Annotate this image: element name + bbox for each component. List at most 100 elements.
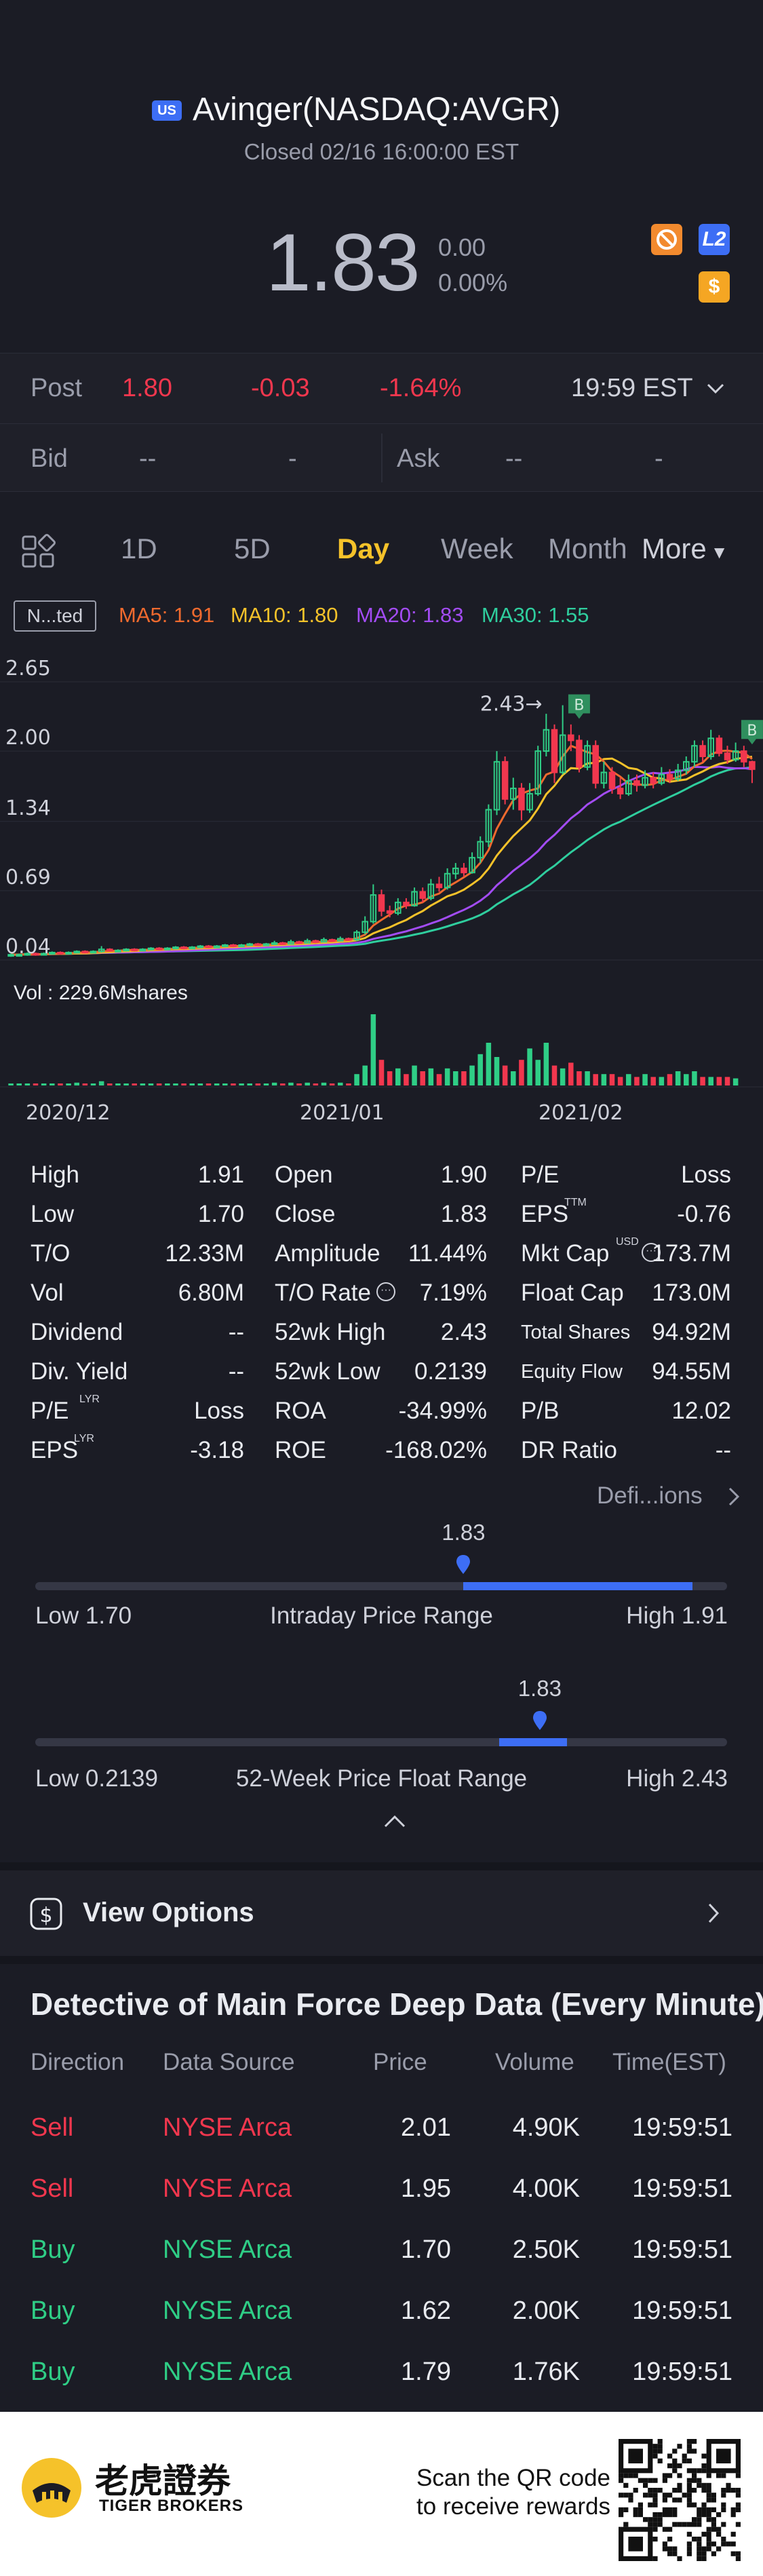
options-dollar-icon: $: [30, 1898, 62, 1930]
cell-price: 1.70: [401, 2235, 451, 2264]
stat-label: T/O: [31, 1240, 71, 1267]
candle: [427, 879, 435, 901]
stat-value: 2.43: [440, 1319, 487, 1345]
candle: [501, 756, 509, 805]
stat-value: Loss: [194, 1398, 244, 1424]
table-row[interactable]: Buy NYSE Arca 1.62 2.00K 19:59:51: [0, 2283, 763, 2344]
stat-value: 0.2139: [414, 1358, 487, 1385]
candle: [254, 942, 262, 946]
definitions-link[interactable]: Defi...ions: [597, 1482, 703, 1509]
no-sign-icon[interactable]: [651, 224, 682, 255]
candle: [106, 948, 113, 952]
tab-week[interactable]: Week: [441, 533, 513, 564]
volume-bar: [165, 1083, 170, 1085]
candle: [345, 938, 352, 941]
post-time[interactable]: 19:59 EST: [571, 374, 693, 402]
tab-5d[interactable]: 5D: [234, 533, 271, 564]
view-options-row[interactable]: $ View Options: [0, 1862, 763, 1964]
table-row[interactable]: Buy NYSE Arca 1.70 2.50K 19:59:51: [0, 2222, 763, 2283]
volume-bar: [140, 1083, 146, 1085]
volume-bar: [404, 1074, 409, 1085]
cell-volume: 2.50K: [512, 2235, 580, 2264]
candle: [534, 746, 541, 796]
week52-current-label: 1.83: [517, 1676, 562, 1701]
stat-label: Div. Yield: [31, 1358, 128, 1385]
stat-label: EPS: [521, 1201, 569, 1227]
candle: [262, 942, 270, 946]
stat-label: Close: [275, 1201, 336, 1227]
candle: [328, 938, 336, 942]
chevron-right-icon[interactable]: [726, 1484, 742, 1509]
chart-canvas[interactable]: 2.65 2.00 1.34 0.69 0.04 2020/12 2021/01 2021/…: [0, 634, 763, 1136]
stat-label: ROE: [275, 1437, 326, 1463]
candle: [749, 761, 756, 784]
intraday-range-title: Intraday Price Range: [270, 1602, 493, 1629]
tab-more[interactable]: More ▼: [642, 533, 728, 565]
candle: [559, 705, 566, 775]
candle: [296, 940, 302, 944]
level2-icon[interactable]: L2: [699, 224, 730, 255]
tab-1d[interactable]: 1D: [121, 533, 157, 564]
volume-bar: [156, 1083, 162, 1085]
stat-label: 52wk Low: [275, 1358, 380, 1385]
candle: [568, 724, 574, 752]
chevron-down-icon[interactable]: [705, 381, 726, 397]
cell-source: NYSE Arca: [163, 2174, 292, 2203]
table-row[interactable]: Sell NYSE Arca 1.95 4.00K 19:59:51: [0, 2161, 763, 2222]
intraday-range-fill: [463, 1582, 692, 1590]
stat-value: 94.55M: [652, 1358, 731, 1385]
stat-label: High: [31, 1161, 79, 1188]
candle: [699, 740, 706, 762]
info-icon[interactable]: ···: [642, 1243, 661, 1262]
candle: [707, 729, 714, 760]
volume-bar: [626, 1074, 631, 1085]
stat-label: Float Cap: [521, 1280, 624, 1306]
candle: [666, 769, 673, 784]
volume-bar: [98, 1081, 104, 1085]
candle: [510, 777, 517, 810]
buy-signal-badge[interactable]: B: [741, 720, 763, 745]
grid-settings-icon[interactable]: [20, 534, 56, 569]
volume-bar: [551, 1065, 557, 1085]
buy-signal-badge[interactable]: B: [568, 694, 590, 719]
candle: [584, 740, 591, 771]
candlestick-chart[interactable]: 2.65 2.00 1.34 0.69 0.04 2020/12 2021/01 2021/…: [0, 634, 763, 1136]
tab-month[interactable]: Month: [548, 533, 627, 564]
candle: [741, 746, 747, 767]
volume-bar: [675, 1071, 681, 1085]
cell-direction: Sell: [31, 2113, 74, 2142]
table-row[interactable]: Sell NYSE Arca 2.01 4.90K 19:59:51: [0, 2100, 763, 2161]
candle: [32, 953, 39, 956]
volume-bar: [41, 1083, 47, 1085]
candle: [213, 945, 220, 948]
volume-bar: [305, 1082, 310, 1085]
quote-header: US Avinger(NASDAQ:AVGR) Closed 02/16 16:…: [0, 0, 763, 353]
volume-bar: [271, 1082, 277, 1085]
volume-bar: [222, 1083, 228, 1085]
table-row[interactable]: Buy NYSE Arca 1.79 1.76K 19:59:51: [0, 2344, 763, 2405]
candle: [7, 953, 14, 957]
volume-bar: [642, 1074, 648, 1085]
tab-day[interactable]: Day: [337, 533, 390, 564]
period-tabs: 1D 5D Day Week Month More ▼: [0, 505, 763, 594]
candle: [164, 947, 171, 950]
cell-source: NYSE Arca: [163, 2358, 292, 2386]
candle: [172, 946, 179, 950]
info-icon[interactable]: ···: [376, 1282, 395, 1301]
candle: [370, 884, 377, 924]
indicator-toggle-button[interactable]: N...ted: [14, 600, 96, 632]
stat-label: Total Shares: [521, 1322, 631, 1343]
bid-price: --: [139, 444, 157, 473]
post-market-row: Post 1.80 -0.03 -1.64% 19:59 EST: [0, 353, 763, 424]
stat-label: Amplitude: [275, 1240, 380, 1267]
view-options-label: View Options: [83, 1898, 254, 1927]
stat-label: Vol: [31, 1280, 64, 1306]
qr-code-icon[interactable]: [619, 2439, 741, 2561]
stat-label: Low: [31, 1201, 75, 1227]
stats-grid: High 1.91 Low 1.70 T/O 12.33M Vol 6.80M Dividend…: [0, 1147, 763, 1526]
dollar-icon[interactable]: $: [699, 271, 730, 303]
collapse-chevron-icon[interactable]: [381, 1813, 408, 1830]
volume-bar: [469, 1065, 475, 1085]
stat-label: T/O Rate: [275, 1280, 371, 1306]
volume-bar: [659, 1077, 665, 1085]
